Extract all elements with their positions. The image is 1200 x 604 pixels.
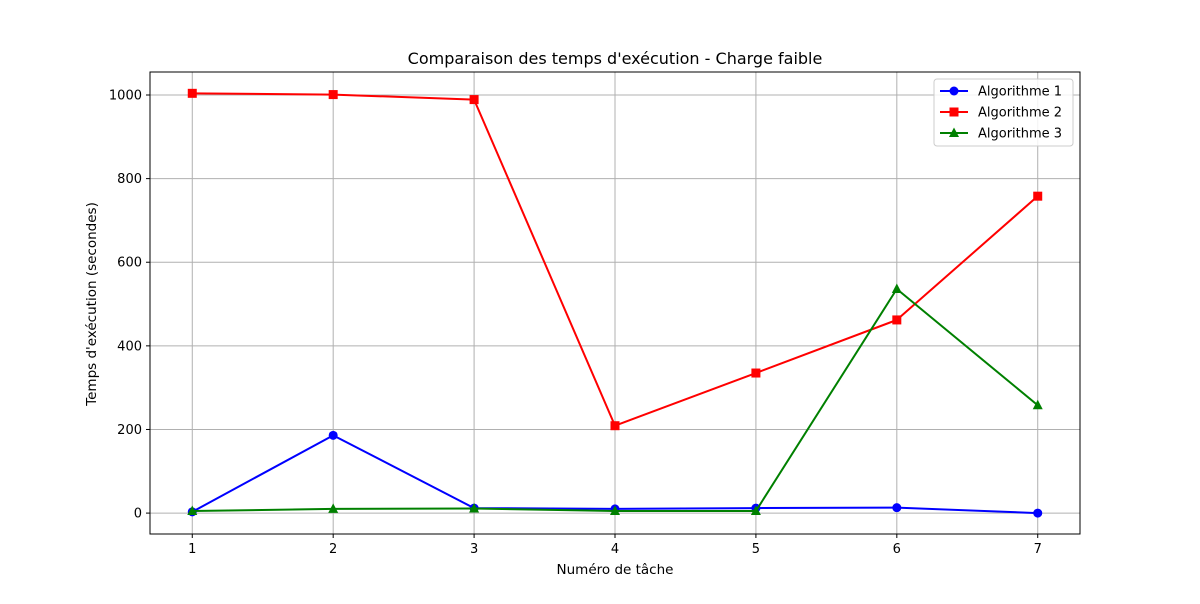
legend-label: Algorithme 1 (978, 85, 1062, 100)
x-tick-label: 7 (1034, 542, 1042, 557)
data-point (750, 505, 761, 516)
y-tick-label: 400 (117, 339, 142, 354)
data-point (469, 95, 479, 105)
legend: Algorithme 1 Algorithme 2 Algorithme 3 (933, 78, 1074, 147)
x-tick-label: 4 (611, 542, 619, 557)
x-tick-label: 2 (329, 542, 337, 557)
data-point (891, 283, 902, 293)
data-point (1033, 508, 1043, 518)
y-tick-label: 600 (117, 256, 142, 271)
data-point (187, 505, 198, 516)
legend-item: Algorithme 1 (940, 85, 1062, 100)
data-point (751, 368, 761, 378)
data-point (892, 315, 902, 325)
x-tick-label: 3 (470, 542, 478, 557)
data-point (328, 503, 339, 513)
x-tick-label: 6 (893, 542, 901, 557)
series-2 (187, 88, 1043, 431)
legend-marker (949, 86, 959, 96)
data-point (892, 503, 902, 513)
y-tick-label: 1000 (109, 88, 142, 103)
data-point (610, 421, 620, 431)
legend-marker (949, 127, 959, 137)
legend-item: Algorithme 3 (940, 127, 1062, 142)
legend-box (933, 78, 1074, 147)
y-tick-label: 800 (117, 172, 142, 187)
axis-ticks: 1 2 3 4 5 6 7 0 200 400 600 800 1000 (109, 88, 1042, 557)
data-point (1033, 191, 1043, 201)
grid (150, 72, 1080, 534)
y-tick-label: 0 (134, 507, 142, 522)
data-point (328, 430, 338, 440)
x-tick-label: 5 (752, 542, 760, 557)
data-point (328, 90, 338, 100)
series-3 (187, 283, 1043, 516)
legend-item: Algorithme 2 (940, 106, 1062, 121)
x-axis-label: Numéro de tâche (557, 562, 674, 578)
y-tick-label: 200 (117, 423, 142, 438)
data-point (1032, 399, 1043, 410)
x-tick-label: 1 (188, 542, 196, 557)
legend-label: Algorithme 3 (978, 127, 1062, 142)
legend-label: Algorithme 2 (978, 106, 1062, 121)
series-layer (187, 88, 1043, 518)
data-point (469, 502, 480, 513)
chart-title: Comparaison des temps d'exécution - Char… (408, 49, 823, 68)
legend-marker (949, 107, 959, 117)
data-point (187, 88, 197, 98)
y-axis-label: Temps d'exécution (secondes) (84, 202, 100, 407)
data-point (610, 505, 620, 516)
